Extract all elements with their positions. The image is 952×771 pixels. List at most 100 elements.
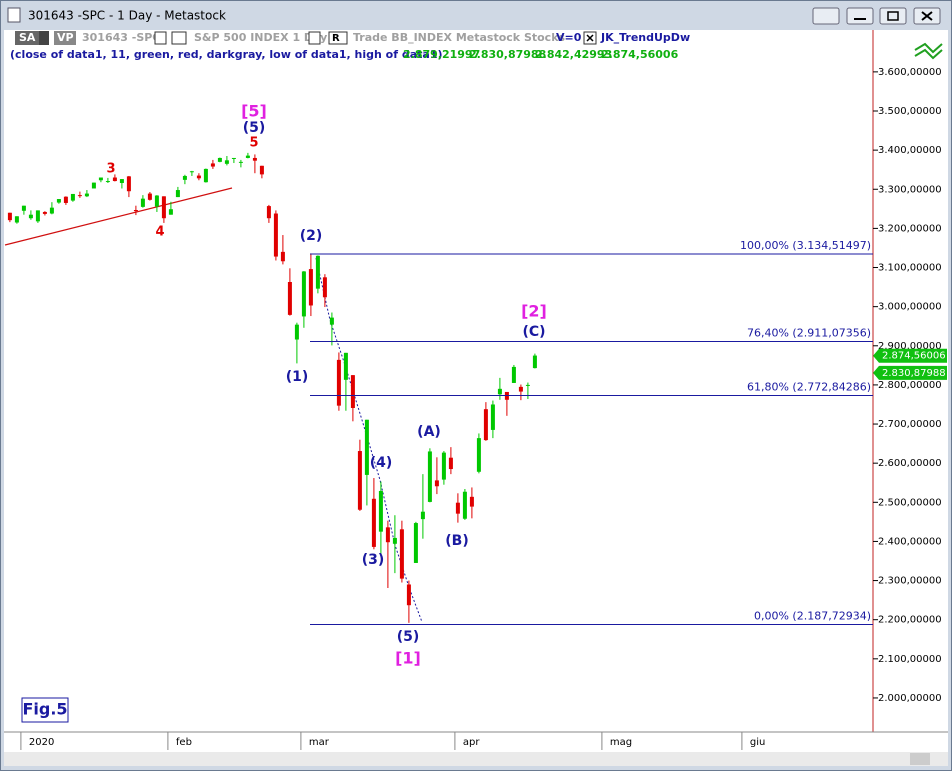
candle-body: [217, 157, 222, 162]
candle-body: [371, 498, 376, 547]
candle-body: [91, 182, 96, 189]
y-tick-label: 2.500,00000: [878, 497, 942, 508]
candle-body: [196, 175, 201, 179]
fib-label: 76,40% (2.911,07356): [747, 326, 871, 339]
candle-body: [273, 213, 278, 257]
candle-body: [280, 251, 285, 262]
symbol-dropdown[interactable]: [154, 31, 167, 45]
trend-icon: [914, 42, 943, 60]
candle-body: [301, 271, 306, 317]
y-tick-label: 2.300,00000: [878, 576, 942, 587]
candle-body: [322, 277, 327, 298]
candle-body: [399, 529, 404, 579]
toolbar: SA VP 301643 -SPC S&P 500 INDEX 1 Day R …: [10, 31, 943, 61]
candle-body: [70, 193, 75, 201]
maximize-icon: [887, 11, 899, 21]
candle-body: [350, 375, 355, 408]
candle-body: [455, 502, 460, 514]
candle-body: [77, 195, 82, 197]
candle-body: [245, 155, 250, 158]
candle-body: [287, 282, 292, 315]
price-marker: [873, 348, 947, 363]
restore-button[interactable]: [812, 7, 840, 25]
scrollbar[interactable]: [4, 752, 948, 766]
candle-body: [168, 209, 173, 215]
r-button[interactable]: [328, 31, 348, 45]
candle-body: [42, 211, 47, 214]
x-tick-label: feb: [176, 737, 192, 748]
candle-body: [462, 491, 467, 519]
candle-body: [266, 206, 271, 219]
candle-body: [7, 212, 12, 221]
y-tick-label: 2.400,00000: [878, 536, 942, 547]
candle-body: [329, 317, 334, 325]
candle-body: [21, 205, 26, 211]
wave-label: (3): [362, 552, 385, 568]
candle-body: [119, 179, 124, 183]
indicator-value: 2.842,42993: [535, 48, 612, 61]
candle-body: [175, 190, 180, 198]
candle-body: [364, 419, 369, 475]
minimize-button[interactable]: [846, 7, 874, 25]
wave-label: (B): [445, 533, 468, 549]
candle-body: [98, 177, 103, 181]
price-marker-label: 2.830,87988: [882, 368, 946, 379]
window-buttons[interactable]: [812, 7, 941, 25]
wave-label: 4: [155, 225, 164, 240]
candle-body: [497, 388, 502, 395]
candle-body: [203, 168, 208, 183]
wave-label: (5): [397, 629, 420, 645]
sa-dropdown[interactable]: [39, 31, 49, 45]
vp-button[interactable]: [54, 31, 76, 45]
y-tick-label: 3.000,00000: [878, 302, 942, 313]
candle-body: [112, 177, 117, 182]
candle-body: [294, 324, 299, 340]
candle-body: [392, 537, 397, 544]
period-dropdown[interactable]: [308, 31, 321, 45]
candle-body: [413, 523, 418, 563]
trendline: [4, 187, 233, 246]
candle-body: [84, 193, 89, 197]
candle-body: [147, 193, 152, 200]
candle-body: [469, 496, 474, 507]
y-tick-label: 3.100,00000: [878, 263, 942, 274]
candle-body: [434, 480, 439, 487]
y-tick-label: 2.200,00000: [878, 615, 942, 626]
candle-body: [308, 269, 313, 306]
wave-label: [2]: [521, 302, 547, 321]
vp-label: VP: [57, 31, 74, 44]
candle-body: [224, 160, 229, 164]
fib-label: 100,00% (3.134,51497): [740, 239, 871, 252]
candle-body: [189, 171, 194, 173]
x-tick-label: mar: [309, 737, 330, 748]
y-tick-label: 3.200,00000: [878, 223, 942, 234]
scroll-thumb[interactable]: [910, 753, 930, 765]
candle-body: [35, 210, 40, 222]
checkbox-mark: [586, 34, 594, 42]
sa-button[interactable]: [15, 31, 39, 45]
wave-label: (4): [370, 455, 393, 471]
wave-label: (C): [522, 324, 545, 340]
candle-body: [525, 384, 530, 386]
y-tick-label: 3.500,00000: [878, 106, 942, 117]
candle-body: [378, 490, 383, 532]
candle-body: [154, 195, 159, 207]
maximize-button[interactable]: [879, 7, 907, 25]
candle-body: [126, 176, 131, 192]
wave-path: [315, 257, 423, 623]
candle-body: [420, 511, 425, 520]
candle-body: [406, 584, 411, 606]
candle-body: [252, 157, 257, 161]
y-tick-label: 3.400,00000: [878, 145, 942, 156]
y-tick-label: 3.300,00000: [878, 184, 942, 195]
candle-body: [441, 452, 446, 480]
fib-label: 61,80% (2.772,84286): [747, 381, 871, 394]
candle-body: [105, 181, 110, 183]
candle-body: [511, 366, 516, 383]
sa-label: SA: [19, 31, 36, 44]
period-button[interactable]: [171, 31, 187, 45]
candle-body: [182, 175, 187, 180]
wave-label: [5]: [241, 102, 267, 121]
indicator-name: JK_TrendUpDw: [600, 31, 690, 44]
wave-label: (1): [286, 369, 309, 385]
